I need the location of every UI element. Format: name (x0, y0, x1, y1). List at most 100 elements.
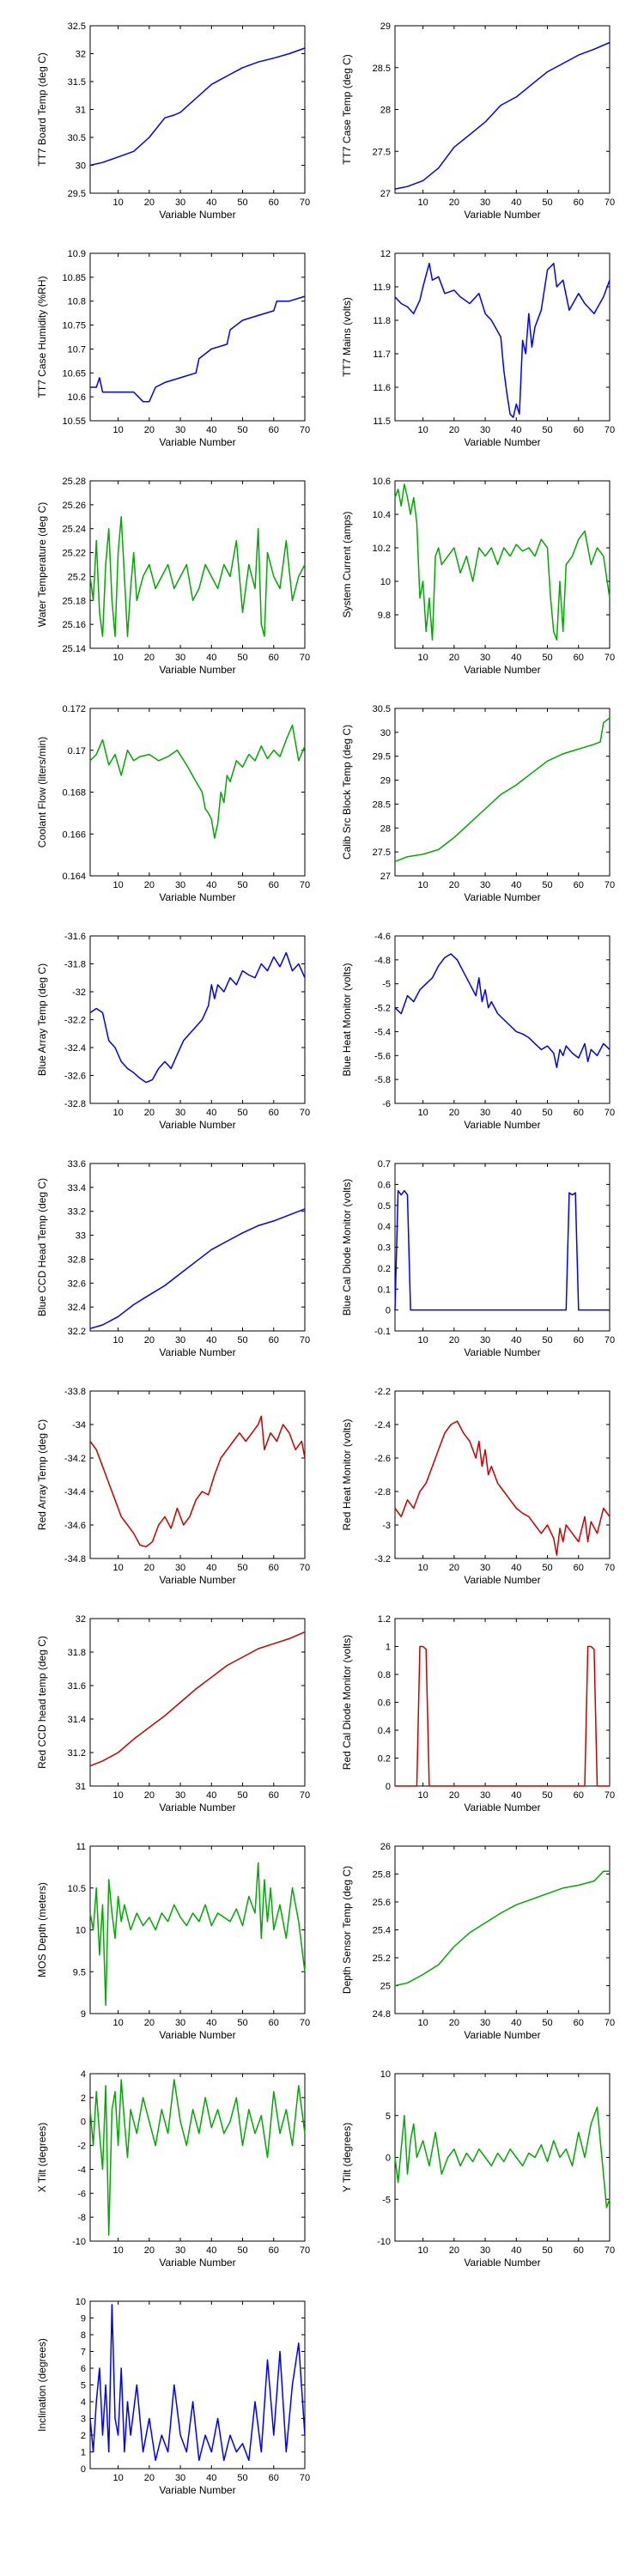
x-tick-label: 50 (237, 1108, 247, 1118)
series-line (89, 1208, 306, 1329)
y-tick-label: 4 (81, 2397, 86, 2408)
y-tick-label: 2 (81, 2093, 86, 2104)
x-tick-label: 30 (480, 2018, 490, 2028)
y-tick-label: 0.7 (378, 1159, 391, 1170)
x-tick-label: 70 (300, 880, 310, 890)
y-tick-label: 10 (76, 2297, 86, 2307)
y-axis-label: TT7 Case Temp (deg C) (341, 54, 353, 165)
x-tick-label: 70 (605, 1335, 615, 1346)
x-tick-label: 60 (574, 2245, 584, 2256)
series-line (89, 951, 306, 1084)
y-tick-label: 33 (76, 1231, 86, 1242)
y-tick-label: 33.4 (68, 1183, 86, 1194)
y-tick-label: 25.16 (62, 620, 86, 630)
y-tick-label: 0.1 (378, 1285, 391, 1295)
x-tick-label: 10 (417, 197, 428, 208)
series-line (394, 953, 611, 1068)
y-tick-label: 0.8 (378, 1670, 391, 1680)
x-tick-label: 20 (449, 425, 459, 435)
x-tick-label: 30 (175, 2018, 185, 2028)
y-tick-label: 7 (81, 2348, 86, 2358)
plot-frame (89, 25, 306, 194)
x-tick-label: 40 (511, 880, 521, 890)
y-tick-label: 10.65 (62, 368, 86, 379)
x-tick-label: 10 (417, 2018, 428, 2028)
y-tick-label: 25.8 (373, 1870, 391, 1880)
y-tick-label: -5.8 (374, 1075, 391, 1085)
x-tick-label: 70 (605, 1790, 615, 1801)
plot-frame (89, 480, 306, 649)
series-line (89, 1415, 306, 1548)
x-tick-label: 50 (237, 653, 247, 663)
y-tick-label: 10.4 (373, 510, 391, 520)
x-tick-label: 20 (449, 1335, 459, 1346)
x-tick-label: 20 (449, 197, 459, 208)
plot-frame (89, 1618, 306, 1787)
x-tick-label: 70 (605, 653, 615, 663)
y-tick-label: 32.8 (68, 1255, 86, 1265)
y-tick-label: -34 (72, 1420, 86, 1431)
y-tick-label: -34.2 (64, 1454, 86, 1464)
y-tick-label: 10.6 (68, 392, 86, 403)
x-tick-label: 20 (144, 1108, 155, 1118)
y-tick-label: 0.3 (378, 1243, 391, 1254)
x-tick-label: 20 (144, 653, 155, 663)
y-tick-label: 10.7 (68, 344, 86, 355)
x-tick-label: 70 (605, 425, 615, 435)
series-line (394, 1870, 610, 1987)
x-axis-label: Variable Number (464, 891, 540, 903)
x-tick-label: 50 (542, 425, 552, 435)
x-tick-label: 60 (574, 2018, 584, 2028)
x-axis-label: Variable Number (464, 2257, 540, 2269)
y-tick-label: -34.4 (64, 1487, 86, 1498)
series-line (89, 1631, 306, 1767)
plot-frame (89, 252, 306, 422)
x-tick-label: 70 (300, 2473, 310, 2483)
x-axis-label: Variable Number (159, 2029, 235, 2041)
x-tick-label: 10 (112, 1335, 123, 1346)
x-tick-label: 30 (175, 1790, 185, 1801)
y-axis-label: Inclination (degrees) (36, 2338, 48, 2432)
x-axis-label: Variable Number (464, 1119, 540, 1131)
y-axis-label: X Tilt (degrees) (36, 2123, 48, 2192)
x-tick-label: 70 (605, 880, 615, 890)
x-tick-label: 70 (605, 2245, 615, 2256)
x-tick-label: 30 (175, 1335, 185, 1346)
y-tick-label: 11.8 (373, 316, 391, 326)
chart-panel: 32.2 32.4 32.6 32.8 33 33.2 33.4 33.6 10 20 30 40 50… (36, 1159, 310, 1358)
y-tick-label: 27.5 (373, 848, 391, 858)
plot-frame (394, 1390, 611, 1559)
x-tick-label: 70 (605, 197, 615, 208)
y-tick-label: 27 (380, 189, 391, 199)
chart-panel: -6 -5.8 -5.6 -5.4 -5.2 -5 -4.8 -4.6 10 20 30 40 50 60… (341, 932, 615, 1131)
x-tick-label: 20 (144, 197, 155, 208)
y-tick-label: 29 (380, 21, 391, 32)
y-tick-label: 10.75 (62, 321, 86, 331)
x-axis-label: Variable Number (159, 1574, 235, 1586)
chart-panel: 25.14 25.16 25.18 25.2 25.22 25.24 25.26 25.28 1… (36, 477, 310, 676)
x-tick-label: 20 (144, 880, 155, 890)
y-tick-label: -31.8 (64, 960, 86, 970)
y-tick-label: 0.5 (378, 1201, 391, 1212)
x-tick-label: 50 (542, 1108, 552, 1118)
x-tick-label: 20 (449, 653, 459, 663)
series-line (394, 262, 611, 418)
chart-panel: 11.5 11.6 11.7 11.8 11.9 12 10 20 30 40 50 60 70 Vari… (341, 249, 615, 448)
x-tick-label: 70 (300, 653, 310, 663)
y-tick-label: -32.4 (64, 1043, 86, 1054)
y-tick-label: 11 (76, 1842, 86, 1852)
x-tick-label: 20 (144, 1563, 155, 1573)
plot-frame (394, 1845, 611, 2014)
y-tick-label: -34.6 (64, 1521, 86, 1531)
y-tick-label: 28 (380, 106, 391, 116)
plot-frame (89, 2073, 306, 2242)
x-tick-label: 50 (237, 425, 247, 435)
y-tick-label: 1.2 (378, 1614, 391, 1625)
x-axis-label: Variable Number (159, 1801, 235, 1814)
x-tick-label: 50 (542, 653, 552, 663)
y-axis-label: Blue CCD Head Temp (deg C) (36, 1178, 48, 1316)
y-tick-label: 27 (380, 872, 391, 882)
series-line (89, 724, 306, 839)
x-axis-label: Variable Number (464, 1574, 540, 1586)
y-tick-label: -5.4 (374, 1027, 391, 1037)
